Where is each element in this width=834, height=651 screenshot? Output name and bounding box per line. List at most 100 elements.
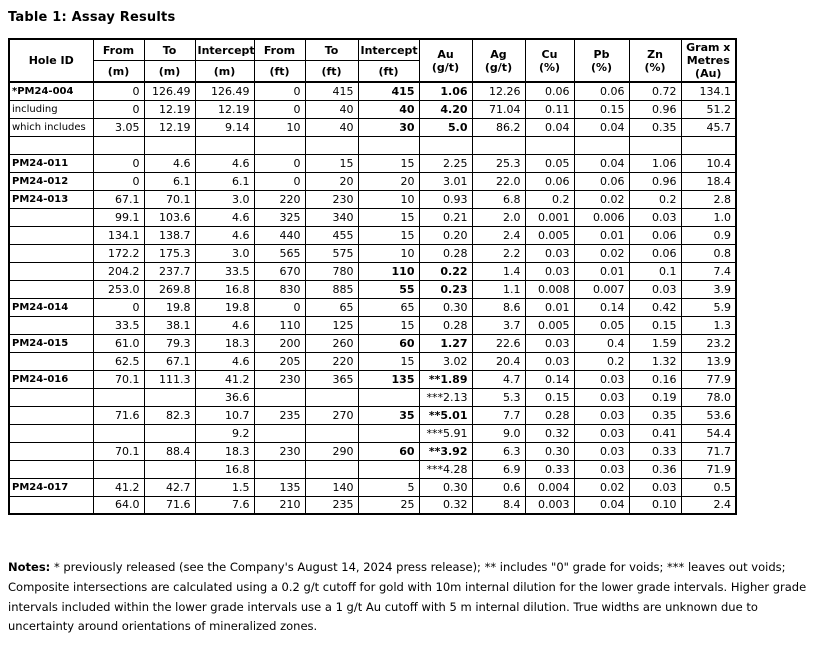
value-cell: 6.1	[143, 171, 196, 191]
assay-results-table: Hole ID From To Intercept From To Interc…	[8, 38, 737, 515]
hole-id-cell	[8, 261, 94, 281]
value-cell: 830	[253, 279, 306, 299]
hole-id-cell	[8, 225, 94, 245]
value-cell: 16.8	[194, 459, 255, 479]
value-cell: 15	[357, 225, 420, 245]
value-cell: 22.0	[471, 171, 526, 191]
hole-id-cell: PM24-016	[8, 369, 94, 389]
value-cell: 18.4	[680, 171, 737, 191]
value-cell: 4.6	[194, 225, 255, 245]
value-cell: 60	[357, 441, 420, 461]
table-row: 204.2 237.7 33.5 670 780 110 0.22 1.4 0.03 0.01 0.…	[8, 261, 737, 281]
value-cell	[357, 459, 420, 479]
value-cell: 1.06	[628, 153, 682, 173]
value-cell: 0.02	[573, 477, 630, 497]
value-cell: 30	[357, 117, 420, 137]
table-row: 16.8 ***4.28 6.9 0.33 0.03 0.36 71.9	[8, 459, 737, 479]
value-cell: ***5.91	[418, 423, 473, 443]
notes-paragraph: Notes: * previously released (see the Co…	[8, 558, 820, 637]
value-cell	[418, 135, 473, 155]
value-cell: 23.2	[680, 333, 737, 353]
hole-id-cell: PM24-011	[8, 153, 94, 173]
value-cell: 4.20	[418, 99, 473, 119]
value-cell: 5.9	[680, 297, 737, 317]
value-cell: 4.6	[194, 351, 255, 371]
value-cell	[92, 459, 145, 479]
table-row: 253.0 269.8 16.8 830 885 55 0.23 1.1 0.008 0.007 0…	[8, 279, 737, 299]
value-cell: 79.3	[143, 333, 196, 353]
header-pb: Pb (%)	[573, 38, 630, 83]
header-cu: Cu (%)	[524, 38, 575, 83]
value-cell: 0.2	[573, 351, 630, 371]
value-cell: 60	[357, 333, 420, 353]
value-cell: 61.0	[92, 333, 145, 353]
value-cell: ***4.28	[418, 459, 473, 479]
value-cell: 0.10	[628, 495, 682, 515]
hole-id-cell: PM24-012	[8, 171, 94, 191]
value-cell	[143, 387, 196, 407]
value-cell: 0.35	[628, 405, 682, 425]
value-cell: 16.8	[194, 279, 255, 299]
value-cell: 53.6	[680, 405, 737, 425]
value-cell: 0.03	[573, 387, 630, 407]
value-cell: 9.2	[194, 423, 255, 443]
value-cell: 36.6	[194, 387, 255, 407]
value-cell: 455	[304, 225, 359, 245]
value-cell	[680, 135, 737, 155]
hole-id-cell	[8, 441, 94, 461]
value-cell: 15	[304, 153, 359, 173]
value-cell: 1.4	[471, 261, 526, 281]
value-cell: 65	[304, 297, 359, 317]
table-row: PM24-014 0 19.8 19.8 0 65 65 0.30 8.6 0.01 0.14 0.4…	[8, 297, 737, 317]
value-cell: 3.0	[194, 243, 255, 263]
value-cell: 1.3	[680, 315, 737, 335]
value-cell: 2.4	[471, 225, 526, 245]
value-cell: 38.1	[143, 315, 196, 335]
value-cell: 40	[304, 99, 359, 119]
value-cell: 3.01	[418, 171, 473, 191]
value-cell: 0.6	[471, 477, 526, 497]
value-cell	[253, 423, 306, 443]
header-ag: Ag (g/t)	[471, 38, 526, 83]
table-row: PM24-017 41.2 42.7 1.5 135 140 5 0.30 0.6 0.004 0.…	[8, 477, 737, 497]
value-cell: 0.006	[573, 207, 630, 227]
value-cell: 0.30	[524, 441, 575, 461]
value-cell: 1.27	[418, 333, 473, 353]
value-cell: 0.03	[573, 405, 630, 425]
value-cell: 18.3	[194, 333, 255, 353]
value-cell: 135	[253, 477, 306, 497]
header-from-ft: From	[253, 38, 306, 61]
value-cell: 0.23	[418, 279, 473, 299]
value-cell: 0.32	[418, 495, 473, 515]
header-intercept-m: Intercept	[194, 38, 255, 61]
value-cell: 885	[304, 279, 359, 299]
header-unit-ft-1: (ft)	[253, 60, 306, 83]
value-cell: 0.06	[573, 171, 630, 191]
hole-id-cell	[8, 423, 94, 443]
table-header: Hole ID From To Intercept From To Interc…	[8, 38, 737, 83]
value-cell	[573, 135, 630, 155]
hole-id-cell	[8, 135, 94, 155]
value-cell	[357, 387, 420, 407]
value-cell: 0.06	[524, 81, 575, 101]
value-cell: 86.2	[471, 117, 526, 137]
value-cell: 235	[253, 405, 306, 425]
value-cell: 0.03	[524, 351, 575, 371]
assay-table-body: *PM24-004 0 126.49 126.49 0 415 415 1.06 12.26 0.…	[8, 81, 737, 515]
value-cell: 0	[253, 153, 306, 173]
table-row: 99.1 103.6 4.6 325 340 15 0.21 2.0 0.001 0.006 0.0…	[8, 207, 737, 227]
value-cell: 0.14	[524, 369, 575, 389]
value-cell: 1.06	[418, 81, 473, 101]
value-cell: 0.03	[573, 423, 630, 443]
value-cell	[304, 459, 359, 479]
value-cell: 71.9	[680, 459, 737, 479]
value-cell: 0.42	[628, 297, 682, 317]
value-cell: 12.26	[471, 81, 526, 101]
value-cell: 20	[304, 171, 359, 191]
header-unit-m-2: (m)	[143, 60, 196, 83]
value-cell: 0.04	[573, 117, 630, 137]
value-cell: 575	[304, 243, 359, 263]
table-row	[8, 135, 737, 155]
value-cell: 70.1	[92, 369, 145, 389]
value-cell: 71.6	[143, 495, 196, 515]
